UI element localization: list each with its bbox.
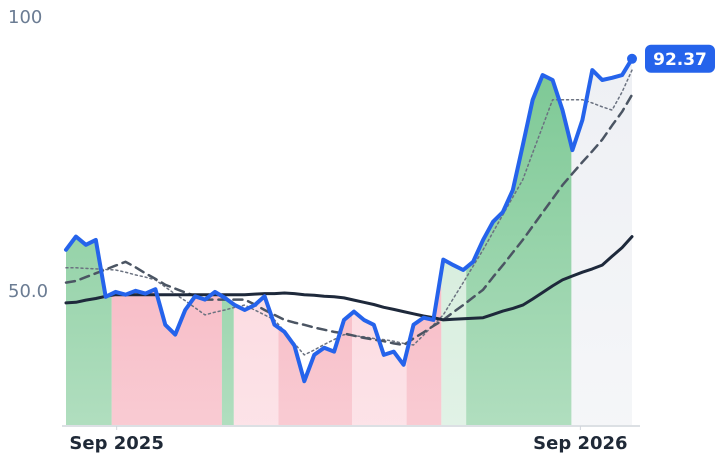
regime-band bbox=[466, 75, 572, 425]
series-line bbox=[64, 93, 634, 347]
last-value-badge bbox=[645, 44, 715, 73]
regime-band bbox=[111, 289, 222, 425]
series-line bbox=[64, 56, 634, 384]
x-tick-label: Sep 2025 bbox=[69, 433, 163, 454]
regime-band bbox=[351, 311, 407, 425]
x-tick-label: Sep 2026 bbox=[533, 433, 627, 454]
y-tick-label: 100 bbox=[8, 7, 42, 28]
regime-band bbox=[66, 236, 112, 425]
regime-band bbox=[278, 313, 352, 425]
last-point bbox=[627, 53, 637, 64]
y-tick-label: 50.0 bbox=[8, 281, 48, 302]
regime-band bbox=[571, 58, 632, 425]
last-value-label: 92.37 bbox=[653, 50, 707, 70]
regime-band bbox=[221, 296, 234, 425]
regime-band bbox=[233, 296, 279, 425]
regime-band bbox=[441, 259, 467, 425]
series-line bbox=[64, 235, 634, 322]
regime-band bbox=[406, 271, 442, 425]
